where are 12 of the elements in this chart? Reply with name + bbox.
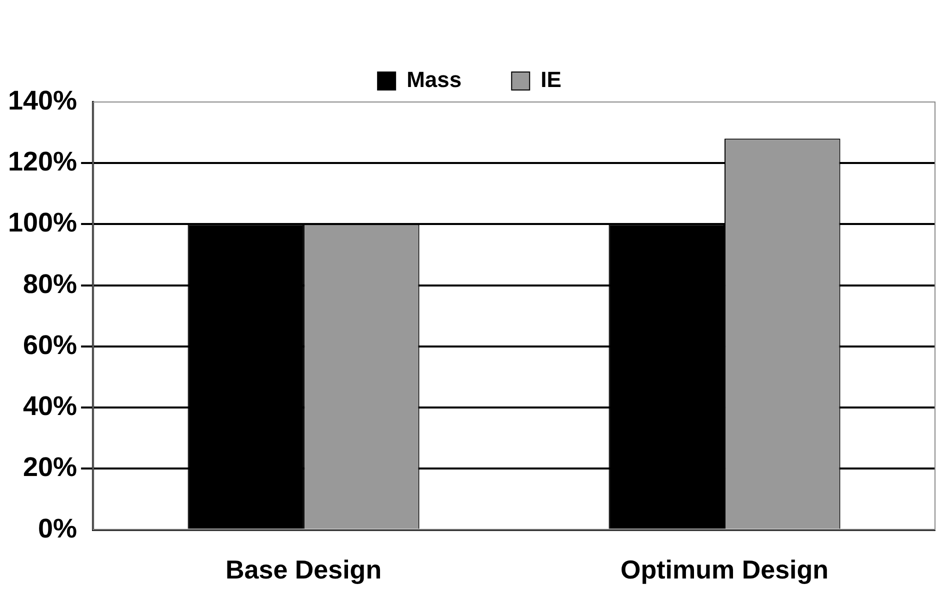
y-tick-label: 0% xyxy=(38,513,78,544)
x-tick-label: Base Design xyxy=(226,554,382,585)
y-tick-label: 140% xyxy=(8,85,78,116)
y-tick-label: 80% xyxy=(23,268,78,299)
legend-label: Mass xyxy=(406,67,462,92)
y-tick-label: 60% xyxy=(23,330,78,360)
y-tick-label: 40% xyxy=(23,391,78,422)
x-tick-label: Optimum Design xyxy=(620,554,829,585)
y-tick-label: 100% xyxy=(8,208,78,238)
y-tick-label: 20% xyxy=(23,452,78,482)
y-tick-label: 120% xyxy=(8,146,78,177)
legend-label: IE xyxy=(540,67,562,92)
